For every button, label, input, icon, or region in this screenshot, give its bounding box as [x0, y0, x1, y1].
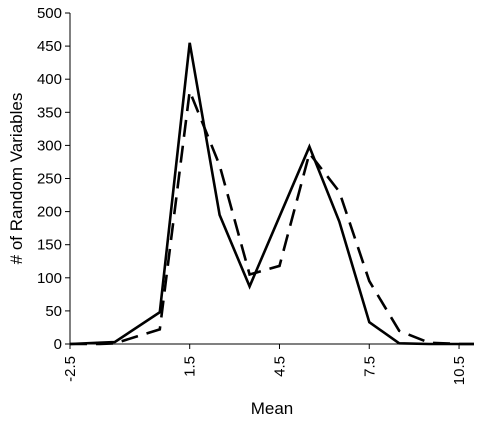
x-tick-label: 1.5	[182, 356, 199, 377]
y-tick-label: 200	[37, 204, 62, 221]
x-tick-label: 7.5	[361, 356, 378, 377]
y-tick-label: 350	[37, 104, 62, 121]
y-axis-ticks: 0 50 100 150 200 250 300 350 400 450 500	[37, 5, 70, 353]
series-line-dashed	[70, 85, 474, 346]
y-tick-label: 50	[45, 303, 62, 320]
y-tick-label: 300	[37, 137, 62, 154]
series-layer	[69, 42, 474, 346]
x-axis-ticks: -2.5 1.5 4.5 7.5 10.5	[62, 344, 468, 385]
x-tick-label: 10.5	[451, 356, 468, 385]
y-axis-title: # of Random Variables	[7, 93, 26, 265]
x-axis-title: Mean	[251, 399, 294, 418]
y-tick-label: 0	[54, 336, 62, 353]
x-tick-label: -2.5	[62, 356, 79, 382]
y-tick-label: 450	[37, 38, 62, 55]
y-tick-label: 250	[37, 171, 62, 188]
y-tick-label: 100	[37, 270, 62, 287]
series-line-solid	[69, 42, 474, 346]
y-tick-label: 150	[37, 237, 62, 254]
x-tick-label: 4.5	[271, 356, 288, 377]
y-tick-label: 500	[37, 5, 62, 22]
y-tick-label: 400	[37, 71, 62, 88]
